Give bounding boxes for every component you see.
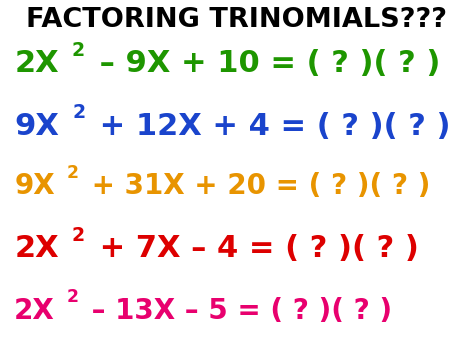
Text: FACTORING TRINOMIALS???: FACTORING TRINOMIALS??? <box>27 6 447 33</box>
Text: 2X: 2X <box>14 234 59 263</box>
Text: 2: 2 <box>67 288 79 306</box>
Text: 9X: 9X <box>14 111 59 141</box>
Text: + 7X – 4 = ( ? )( ? ): + 7X – 4 = ( ? )( ? ) <box>89 234 419 263</box>
Text: + 31X + 20 = ( ? )( ? ): + 31X + 20 = ( ? )( ? ) <box>82 173 430 200</box>
Text: 2: 2 <box>72 41 85 60</box>
Text: 2: 2 <box>67 164 79 182</box>
Text: 9X: 9X <box>14 173 55 200</box>
Text: – 13X – 5 = ( ? )( ? ): – 13X – 5 = ( ? )( ? ) <box>82 297 392 324</box>
Text: 2X: 2X <box>14 49 59 78</box>
Text: 2X: 2X <box>14 297 55 324</box>
Text: 2: 2 <box>72 103 85 122</box>
Text: + 12X + 4 = ( ? )( ? ): + 12X + 4 = ( ? )( ? ) <box>89 111 451 141</box>
Text: 2: 2 <box>72 225 85 245</box>
Text: – 9X + 10 = ( ? )( ? ): – 9X + 10 = ( ? )( ? ) <box>89 49 440 78</box>
